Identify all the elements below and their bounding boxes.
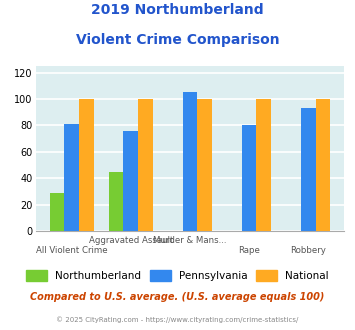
Text: All Violent Crime: All Violent Crime (36, 246, 108, 255)
Bar (242, 125, 256, 231)
Bar (256, 99, 271, 231)
Text: Robbery: Robbery (290, 246, 326, 255)
Text: 2019 Northumberland: 2019 Northumberland (91, 3, 264, 17)
Text: Murder & Mans...: Murder & Mans... (153, 236, 227, 245)
Text: Compared to U.S. average. (U.S. average equals 100): Compared to U.S. average. (U.S. average … (30, 292, 325, 302)
Bar (50, 193, 64, 231)
Legend: Northumberland, Pennsylvania, National: Northumberland, Pennsylvania, National (22, 266, 333, 285)
Bar (124, 131, 138, 231)
Bar (64, 124, 79, 231)
Text: Rape: Rape (238, 246, 260, 255)
Bar (197, 99, 212, 231)
Text: © 2025 CityRating.com - https://www.cityrating.com/crime-statistics/: © 2025 CityRating.com - https://www.city… (56, 317, 299, 323)
Text: Violent Crime Comparison: Violent Crime Comparison (76, 33, 279, 47)
Bar (301, 108, 316, 231)
Bar (316, 99, 330, 231)
Bar (109, 172, 124, 231)
Bar (138, 99, 153, 231)
Bar (182, 92, 197, 231)
Bar (79, 99, 94, 231)
Text: Aggravated Assault: Aggravated Assault (89, 236, 173, 245)
